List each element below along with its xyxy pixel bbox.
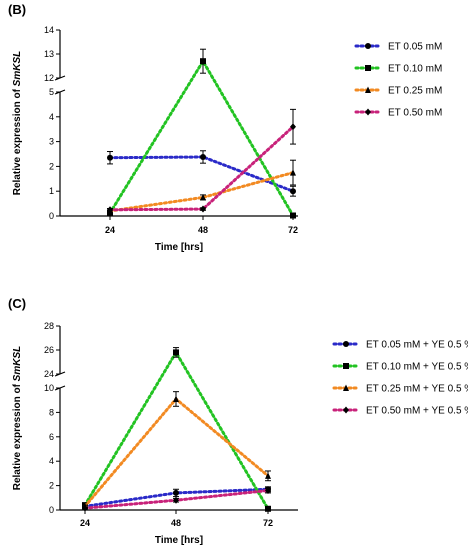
data-point (290, 169, 296, 176)
x-tick-label: 24 (80, 518, 90, 528)
y-tick-label: 2 (49, 481, 54, 491)
y-axis-title: Relative expression of SmKSL (12, 51, 23, 196)
y-tick-label: 6 (49, 432, 54, 442)
series-line (108, 171, 295, 213)
series-3 (82, 486, 271, 512)
legend-item: ET 0.50 mM (354, 108, 442, 119)
data-point (173, 349, 179, 356)
panel-label: (C) (8, 296, 26, 311)
x-tick-label: 48 (171, 518, 181, 528)
series-line (108, 58, 295, 218)
y-tick-label: 0 (49, 505, 54, 515)
data-point (107, 154, 113, 161)
legend-label: ET 0.25 mM (388, 86, 442, 97)
data-point (200, 193, 206, 201)
legend-label: ET 0.50 mM (388, 108, 442, 119)
data-point (265, 505, 271, 512)
legend-item: ET 0.10 mM (354, 64, 442, 75)
legend-item: ET 0.10 mM + YE 0.5 % (332, 362, 468, 373)
legend-item: ET 0.50 mM + YE 0.5 % (332, 406, 468, 417)
data-point (200, 58, 206, 65)
y-tick-label: 28 (44, 321, 54, 331)
data-point (82, 504, 88, 512)
legend-item: ET 0.05 mM (354, 42, 442, 53)
y-tick-label: 5 (49, 87, 54, 97)
y-tick-label: 4 (49, 112, 54, 122)
data-point (200, 153, 206, 160)
legend-marker (365, 65, 371, 71)
y-tick-label: 8 (49, 407, 54, 417)
legend-marker (365, 43, 371, 49)
series-1 (82, 347, 271, 512)
y-tick-label: 0 (49, 211, 54, 221)
data-point (173, 489, 179, 496)
y-tick-label: 14 (44, 25, 54, 35)
y-tick-label: 13 (44, 49, 54, 59)
data-point (290, 212, 296, 219)
y-tick-label: 10 (44, 383, 54, 393)
legend-marker (365, 108, 371, 116)
y-tick-label: 12 (44, 73, 54, 83)
legend-label: ET 0.10 mM + YE 0.5 % (366, 362, 468, 373)
legend-marker (343, 384, 349, 391)
y-tick-label: 2 (49, 161, 54, 171)
x-tick-label: 72 (288, 225, 298, 235)
x-tick-label: 48 (198, 225, 208, 235)
legend-label: ET 0.25 mM + YE 0.5 % (366, 384, 468, 395)
x-axis-title: Time [hrs] (155, 242, 203, 253)
series-2 (107, 159, 296, 215)
y-axis-title-gene: SmKSL (12, 346, 23, 382)
panel-label: (B) (8, 2, 26, 17)
y-tick-label: 1 (49, 186, 54, 196)
y-axis-title-gene: SmKSL (12, 51, 23, 87)
y-tick-label: 4 (49, 456, 54, 466)
x-tick-label: 72 (263, 518, 273, 528)
legend-item: ET 0.25 mM + YE 0.5 % (332, 384, 468, 395)
data-point (290, 123, 296, 131)
series-line (108, 155, 295, 193)
legend-marker (343, 363, 349, 369)
x-tick-label: 24 (105, 225, 115, 235)
y-axis-title: Relative expression of SmKSL (12, 346, 23, 491)
x-axis-title: Time [hrs] (155, 535, 203, 546)
data-point (200, 205, 206, 213)
y-tick-label: 26 (44, 345, 54, 355)
data-point (107, 206, 113, 214)
legend-marker (365, 86, 371, 93)
series-3 (107, 108, 296, 214)
data-point (265, 472, 271, 479)
data-point (173, 395, 179, 402)
legend-marker (343, 341, 349, 347)
legend-label: ET 0.50 mM + YE 0.5 % (366, 406, 468, 417)
y-axis-title-prefix: Relative expression of (12, 86, 23, 195)
data-point (265, 486, 271, 494)
legend-label: ET 0.10 mM (388, 64, 442, 75)
series-line (83, 349, 270, 511)
y-tick-label: 24 (44, 369, 54, 379)
legend-item: ET 0.25 mM (354, 86, 442, 97)
legend-marker (343, 406, 349, 414)
series-1 (107, 48, 296, 219)
data-point (173, 496, 179, 504)
data-point (290, 188, 296, 195)
legend-label: ET 0.05 mM + YE 0.5 % (366, 340, 468, 351)
legend-label: ET 0.05 mM (388, 42, 442, 53)
legend-item: ET 0.05 mM + YE 0.5 % (332, 340, 468, 351)
y-tick-label: 3 (49, 137, 54, 147)
y-axis-title-prefix: Relative expression of (12, 381, 23, 490)
